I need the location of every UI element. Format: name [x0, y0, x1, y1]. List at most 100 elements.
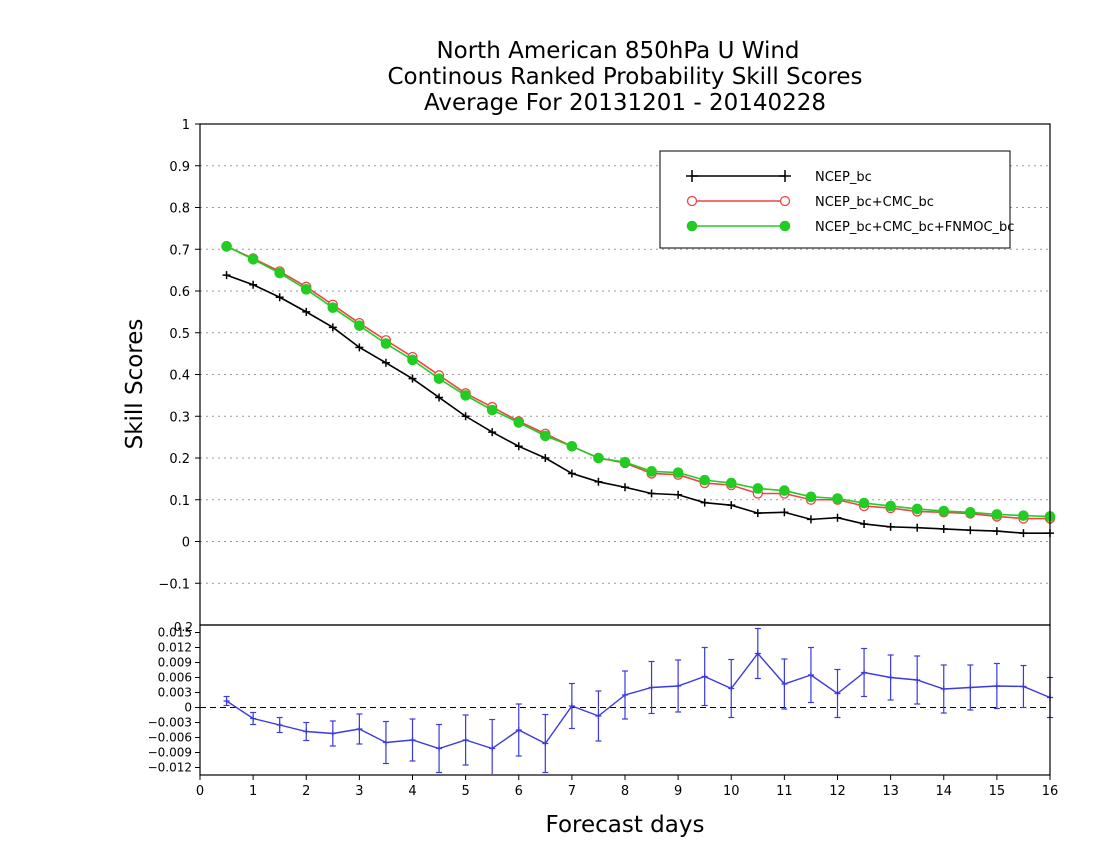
top-y-tick-label: 0.5	[169, 327, 190, 342]
series-0-plus-marker	[435, 393, 444, 402]
legend-item-ncep-cmc-fnmoc: NCEP_bc+CMC_bc+FNMOC_bc	[686, 220, 1014, 235]
difference-plus-marker	[807, 672, 814, 678]
series-2-filled-circle-marker	[619, 456, 631, 468]
difference-panel: 0.0150.0120.0090.0060.0030−0.003−0.006−0…	[148, 620, 1059, 799]
chart-title-line-1: North American 850hPa U Wind	[436, 38, 799, 64]
series-2-filled-circle-marker	[380, 338, 392, 349]
series-2-filled-circle-marker	[805, 491, 817, 503]
difference-plus-marker	[595, 713, 602, 719]
series-0-plus-marker	[594, 477, 603, 486]
x-tick-label: 16	[1042, 784, 1059, 799]
legend-filled-circle-left	[686, 220, 698, 232]
top-y-tick-label: 0.6	[169, 285, 190, 300]
x-tick-label: 12	[829, 784, 846, 799]
legend-filled-circle-right	[779, 220, 791, 232]
series-line-0	[226, 274, 1050, 534]
series-2-filled-circle-marker	[646, 466, 657, 477]
series-0-plus-marker	[328, 323, 337, 332]
series-2-filled-circle-marker	[274, 267, 285, 279]
x-tick-label: 6	[515, 784, 523, 799]
series-0-plus-marker	[408, 374, 417, 383]
series-2-filled-circle-marker	[672, 467, 684, 478]
legend-plus-marker-right	[779, 170, 791, 182]
series-2-filled-circle-marker	[752, 483, 764, 494]
series-0-plus-marker	[913, 523, 922, 532]
series-0-plus-marker	[1019, 529, 1028, 538]
bottom-panel-series	[200, 627, 1053, 774]
series-2-filled-circle-marker	[566, 441, 578, 452]
top-y-tick-label: 1	[182, 118, 190, 133]
series-0-plus-marker	[222, 271, 231, 280]
difference-plus-marker	[861, 669, 868, 676]
series-2-filled-circle-marker	[938, 505, 950, 517]
difference-plus-marker	[940, 686, 947, 692]
legend-open-circle-right	[779, 195, 791, 207]
series-2-filled-circle-marker	[779, 485, 790, 496]
legend: NCEP_bc NCEP_bc+CMC_bc NCEP_bc+CMC_bc+FN…	[659, 150, 1014, 249]
legend-label-ncep: NCEP_bc	[815, 170, 872, 185]
bottom-panel-top-label: 0.2	[174, 620, 193, 634]
difference-plus-marker	[436, 745, 443, 752]
series-0-plus-marker	[674, 490, 683, 499]
x-tick-label: 14	[935, 784, 952, 799]
difference-plus-marker	[967, 684, 974, 691]
series-0-plus-marker	[461, 412, 470, 421]
bottom-y-tick-label: 0.015	[158, 626, 192, 640]
bottom-y-tick-label: 0	[184, 701, 192, 715]
x-tick-label: 15	[989, 784, 1006, 799]
series-2-filled-circle-marker	[832, 493, 843, 504]
difference-plus-marker	[462, 737, 469, 743]
x-tick-label: 9	[674, 784, 682, 799]
top-y-tick-label: 0.1	[169, 494, 190, 509]
series-2-filled-circle-marker	[1018, 510, 1029, 521]
bottom-y-tick-label: 0.012	[158, 641, 192, 655]
series-2-filled-circle-marker	[513, 417, 525, 428]
bottom-y-tick-label: −0.003	[148, 716, 192, 730]
series-0-plus-marker	[700, 498, 709, 507]
series-0-plus-marker	[727, 501, 736, 510]
difference-plus-marker	[409, 737, 416, 743]
x-tick-label: 3	[355, 784, 363, 799]
difference-plus-marker	[834, 690, 841, 697]
series-0-plus-marker	[355, 343, 364, 352]
top-y-tick-label: 0	[182, 536, 190, 551]
legend-label-ncep-cmc: NCEP_bc+CMC_bc	[815, 195, 934, 210]
difference-plus-marker	[1020, 683, 1027, 690]
bottom-panel-y-ticks: 0.0150.0120.0090.0060.0030−0.003−0.006−0…	[148, 626, 200, 775]
series-0-plus-marker	[647, 489, 656, 498]
series-0-plus-marker	[567, 469, 576, 478]
legend-item-ncep: NCEP_bc	[686, 170, 872, 185]
top-y-tick-label: 0.9	[169, 160, 190, 175]
y-axis-title: Skill Scores	[122, 319, 148, 450]
series-0-plus-marker	[806, 515, 815, 524]
top-y-tick-label: 0.4	[169, 369, 190, 384]
difference-plus-marker	[542, 740, 549, 747]
difference-plus-marker	[515, 727, 522, 733]
series-0-plus-marker	[966, 526, 975, 535]
x-tick-label: 10	[723, 784, 740, 799]
series-2-filled-circle-marker	[247, 253, 259, 265]
x-tick-label: 7	[568, 784, 576, 799]
difference-plus-marker	[489, 745, 496, 752]
series-2-filled-circle-marker	[300, 284, 312, 295]
difference-plus-marker	[276, 722, 283, 728]
difference-plus-marker	[887, 674, 894, 681]
series-0-plus-marker	[939, 524, 948, 533]
x-tick-label: 1	[249, 784, 257, 799]
series-2-filled-circle-marker	[540, 430, 551, 442]
difference-plus-marker	[303, 728, 310, 735]
x-tick-label: 4	[408, 784, 416, 799]
x-tick-label: 0	[196, 784, 204, 799]
difference-plus-marker	[356, 726, 363, 732]
series-0-plus-marker	[302, 307, 311, 316]
series-2-filled-circle-marker	[965, 506, 976, 518]
series-2-filled-circle-marker	[991, 509, 1003, 520]
bottom-y-tick-label: −0.012	[148, 761, 192, 775]
series-0-plus-marker	[886, 522, 895, 531]
legend-item-ncep-cmc: NCEP_bc+CMC_bc	[686, 195, 934, 210]
series-0-plus-marker	[381, 358, 390, 367]
bottom-y-tick-label: −0.006	[148, 731, 192, 745]
x-axis-title: Forecast days	[546, 812, 705, 838]
bottom-y-tick-label: −0.009	[148, 746, 192, 760]
series-0-plus-marker	[992, 527, 1001, 536]
